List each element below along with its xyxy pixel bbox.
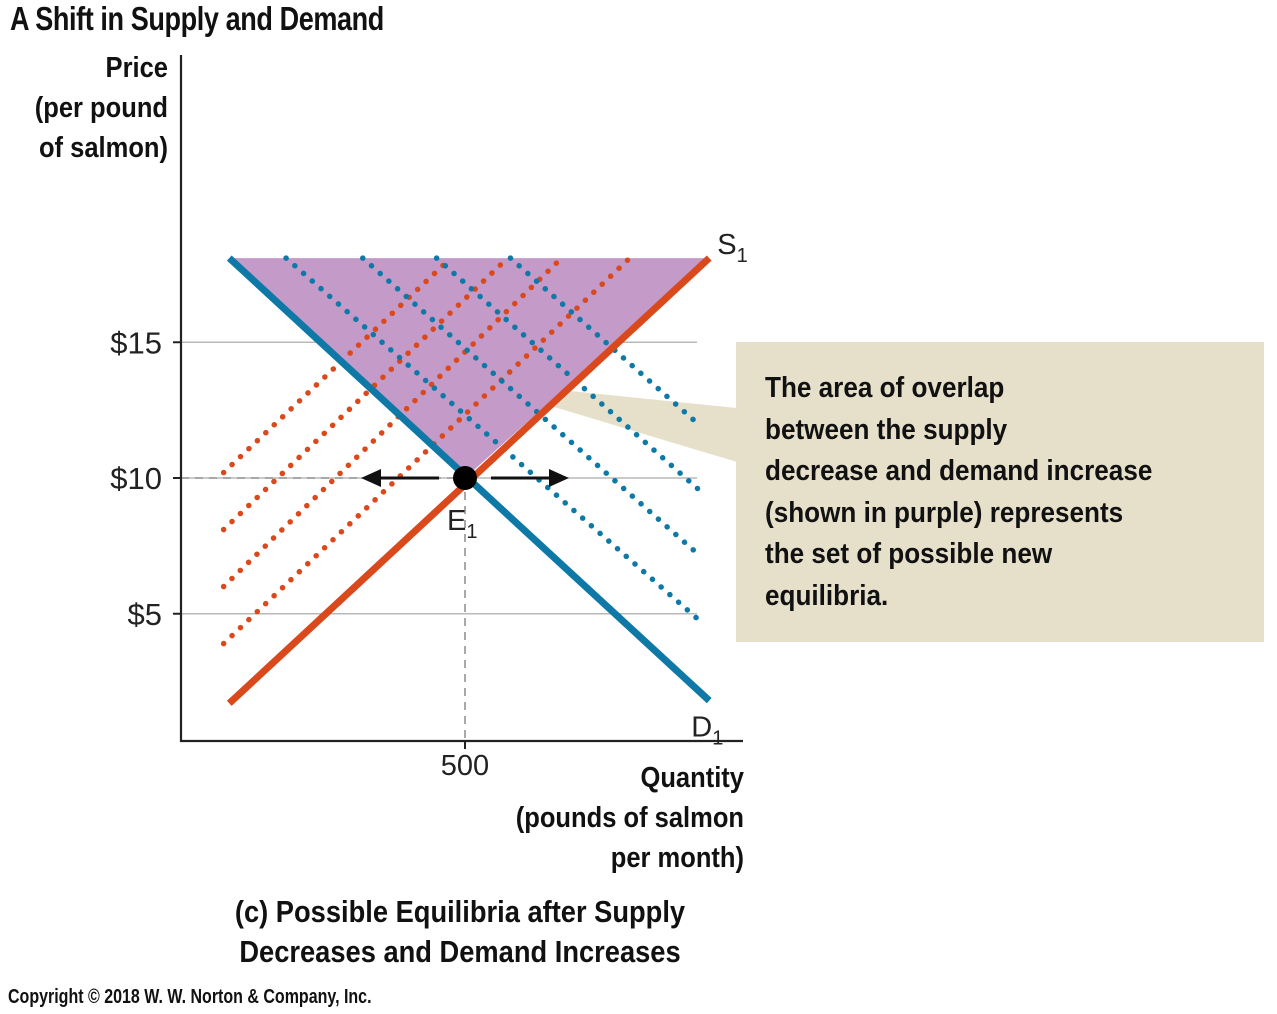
callout-line-3: decrease and demand increase [765, 455, 1153, 487]
chart-title: A Shift in Supply and Demand [10, 0, 384, 37]
x-tick-label: 500 [441, 750, 489, 782]
y-axis-label: Price (per pound of salmon) [20, 48, 168, 168]
panel-caption: (c) Possible Equilibria after Supply Dec… [187, 892, 733, 972]
left-shift-arrowhead [361, 469, 381, 487]
callout-box [736, 342, 1264, 642]
callout-line-1: The area of overlap [765, 372, 1005, 404]
demand-curve-label: D1 [691, 712, 723, 750]
shifted-demand-curve-1 [283, 255, 701, 622]
shifted-supply-curve-1 [220, 255, 633, 647]
y-tick-label: $5 [128, 597, 162, 632]
equilibrium-label: E1 [447, 505, 477, 543]
shifted-demand-curve-3 [433, 255, 701, 492]
copyright-notice: Copyright © 2018 W. W. Norton & Company,… [8, 986, 372, 1008]
y-axis-label-line-3: of salmon) [38, 132, 168, 164]
panel-caption-line-1: (c) Possible Equilibria after Supply [234, 894, 686, 929]
shifted-supply-curve-2 [220, 255, 565, 590]
shifted-supply-curve-3 [220, 255, 511, 533]
x-axis-label-line-1: Quantity [640, 762, 744, 794]
markers [361, 466, 569, 490]
dotted-curves [220, 255, 701, 647]
equilibrium-point [453, 466, 477, 490]
axes [173, 55, 743, 749]
x-axis-label-line-3: per month) [610, 842, 744, 874]
callout-line-6: equilibria. [765, 579, 889, 612]
y-tick-label: $15 [110, 325, 162, 360]
shifted-demand-curve-4 [507, 255, 701, 427]
x-axis-label: Quantity (pounds of salmon per month) [441, 758, 744, 878]
y-axis-label-line-2: (per pound [34, 92, 169, 124]
callout-text: The area of overlap between the supply d… [765, 368, 1206, 617]
shifted-demand-curve-2 [360, 255, 701, 557]
y-tick-label: $10 [110, 461, 162, 496]
x-axis-label-line-2: (pounds of salmon [515, 802, 744, 834]
right-shift-arrowhead [549, 469, 569, 487]
overlap-region [229, 258, 710, 478]
supply-curve-label: S1 [717, 229, 747, 267]
y-axis-label-line-1: Price [105, 52, 168, 84]
panel-caption-line-2: Decreases and Demand Increases [239, 934, 681, 969]
callout-line-4: (shown in purple) represents [765, 496, 1124, 529]
callout-line-2: between the supply [765, 413, 1008, 446]
callout-line-5: the set of possible new [765, 538, 1053, 570]
labels: $15 $10 $5 S1 D1 500 E1 [110, 229, 747, 782]
